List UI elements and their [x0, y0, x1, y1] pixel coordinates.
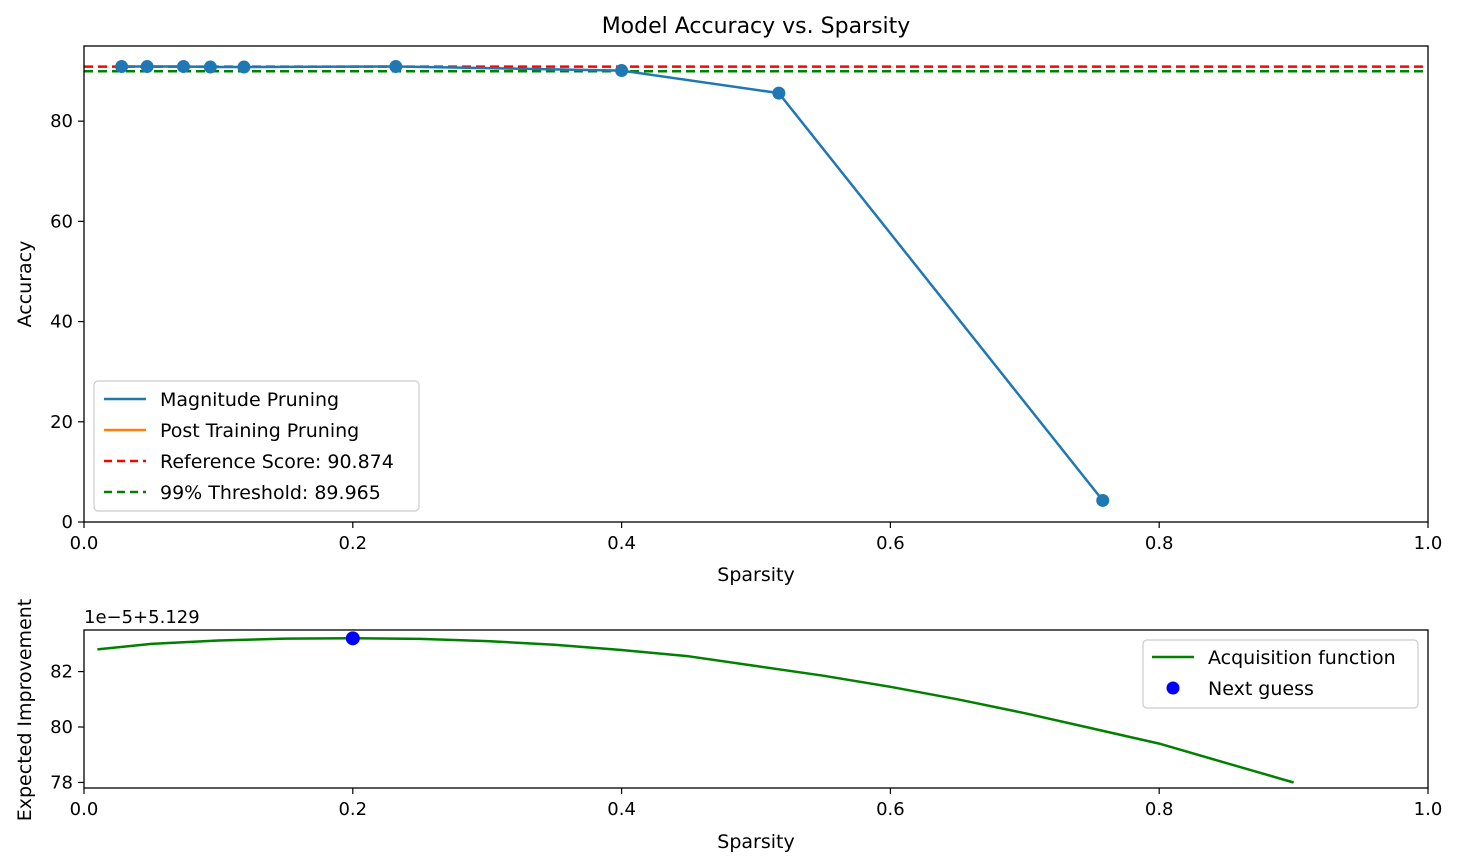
acquisition-y-tick-label: 82	[50, 662, 73, 683]
accuracy-x-tick-label: 0.2	[338, 533, 367, 554]
accuracy-axes-frame	[83, 45, 1429, 523]
magnitude-pruning-point	[140, 60, 154, 74]
acquisition-x-tick-label: 0.8	[1145, 799, 1174, 820]
accuracy-x-tick-label: 1.0	[1414, 533, 1443, 554]
accuracy-x-tick-label: 0.6	[876, 533, 905, 554]
accuracy-plot: Model Accuracy vs. Sparsity 0.0 0.2 0.4 0.6…	[14, 14, 1442, 586]
accuracy-y-tick-label: 20	[50, 412, 73, 433]
acquisition-y-tick-label: 78	[50, 772, 73, 793]
accuracy-y-axis-label: Accuracy	[14, 241, 36, 328]
magnitude-pruning-point	[772, 86, 786, 100]
accuracy-y-ticks: 0 20 40 60 80	[50, 111, 84, 533]
legend-label-next-guess: Next guess	[1208, 678, 1314, 700]
legend-label-threshold: 99% Threshold: 89.965	[160, 482, 381, 504]
legend-label-reference-score: Reference Score: 90.874	[160, 451, 394, 473]
accuracy-x-tick-label: 0.8	[1145, 533, 1174, 554]
magnitude-pruning-point	[115, 60, 129, 74]
acquisition-plot: 1e−5+5.129 0.0 0.2 0.4 0.6 0.8 1.0 78 80 82 Spa…	[14, 599, 1442, 853]
magnitude-pruning-point	[237, 60, 251, 74]
next-guess-point	[345, 631, 360, 646]
magnitude-pruning-point	[1096, 493, 1110, 507]
acquisition-y-tick-label: 80	[50, 717, 73, 738]
acquisition-function-line	[97, 637, 1294, 784]
magnitude-pruning-point	[615, 64, 629, 78]
magnitude-pruning-point	[203, 60, 217, 74]
acquisition-axes-frame	[83, 629, 1429, 789]
chart-title: Model Accuracy vs. Sparsity	[602, 14, 911, 39]
acquisition-x-tick-label: 0.4	[607, 799, 636, 820]
magnitude-pruning-point	[389, 60, 403, 74]
acquisition-x-tick-label: 1.0	[1414, 799, 1443, 820]
acquisition-y-ticks: 78 80 82	[50, 662, 84, 793]
accuracy-y-tick-label: 80	[50, 111, 73, 132]
acquisition-y-axis-label: Expected Improvement	[14, 599, 36, 822]
accuracy-x-tick-label: 0.0	[70, 533, 99, 554]
legend-label-acquisition-function: Acquisition function	[1208, 647, 1396, 669]
acquisition-legend-box	[1142, 639, 1419, 709]
acquisition-x-axis-label: Sparsity	[717, 831, 794, 853]
accuracy-x-ticks: 0.0 0.2 0.4 0.6 0.8 1.0	[70, 522, 1443, 554]
legend-swatch-next-guess	[1166, 681, 1180, 695]
magnitude-pruning-point	[176, 60, 190, 74]
accuracy-legend: Magnitude Pruning Post Training Pruning …	[93, 380, 420, 512]
acquisition-x-ticks: 0.0 0.2 0.4 0.6 0.8 1.0	[70, 788, 1443, 820]
accuracy-legend-box	[93, 380, 420, 512]
legend-label-magnitude-pruning: Magnitude Pruning	[160, 389, 339, 411]
accuracy-y-tick-label: 60	[50, 211, 73, 232]
accuracy-x-tick-label: 0.4	[607, 533, 636, 554]
accuracy-y-tick-label: 40	[50, 312, 73, 333]
acquisition-x-tick-label: 0.2	[338, 799, 367, 820]
acquisition-legend: Acquisition function Next guess	[1142, 639, 1419, 709]
accuracy-plot-area	[84, 60, 1428, 507]
acquisition-x-tick-label: 0.0	[70, 799, 99, 820]
acquisition-x-tick-label: 0.6	[876, 799, 905, 820]
accuracy-y-tick-label: 0	[62, 512, 73, 533]
legend-label-post-training-pruning: Post Training Pruning	[160, 420, 359, 442]
accuracy-x-axis-label: Sparsity	[717, 564, 794, 586]
y-offset-text: 1e−5+5.129	[84, 607, 200, 628]
acquisition-plot-area	[97, 631, 1294, 784]
